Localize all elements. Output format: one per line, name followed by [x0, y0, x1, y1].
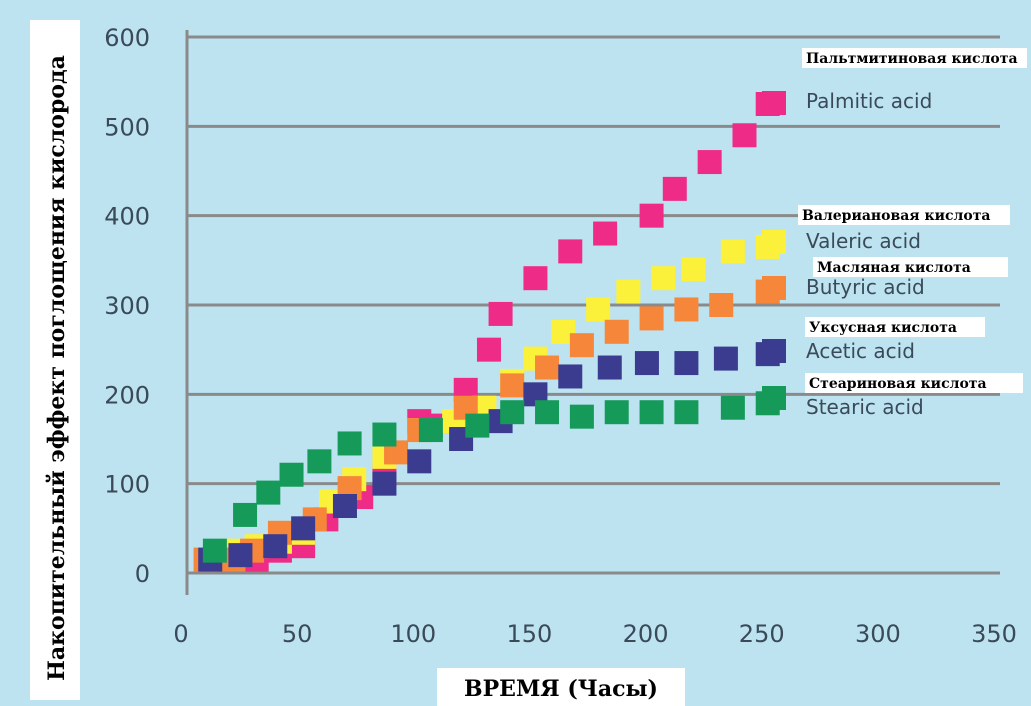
data-point: [558, 364, 583, 389]
legend: Palmitic acid Пальтмитиновая кислота Valer…: [762, 48, 1027, 419]
y-tick-labels: 0 100 200 300 400 500 600: [104, 24, 150, 588]
data-point: [233, 502, 258, 527]
legend-label-ru-background: [813, 257, 1008, 277]
data-point: [593, 221, 618, 246]
data-point: [569, 333, 594, 358]
legend-marker: [762, 386, 786, 410]
data-point: [639, 203, 664, 228]
data-point: [535, 355, 560, 380]
y-tick-label: 0: [135, 560, 150, 588]
legend-label-ru-background: [802, 48, 1027, 68]
data-point: [651, 266, 676, 291]
data-point: [535, 400, 560, 425]
data-point: [500, 400, 525, 425]
data-point: [372, 471, 397, 496]
legend-label-ru: Пальтмитиновая кислота: [806, 51, 1018, 67]
x-axis-title-background: [437, 668, 685, 706]
data-point: [202, 538, 227, 563]
y-axis-title: Накопительный эффект поглощения кислород…: [44, 55, 70, 681]
data-point: [523, 266, 548, 291]
data-point: [569, 404, 594, 429]
x-tick-label: 0: [173, 620, 188, 648]
y-axis-title-background: [30, 20, 80, 700]
data-point: [586, 297, 611, 322]
x-tick-label: 350: [971, 620, 1017, 648]
x-tick-labels: 0 50 100 150 200 250 300 350: [173, 620, 1017, 648]
data-point: [476, 337, 501, 362]
x-tick-label: 250: [739, 620, 785, 648]
data-point: [634, 351, 659, 376]
data-point: [291, 516, 316, 541]
data-point: [604, 319, 629, 344]
data-point: [337, 431, 362, 456]
legend-label-ru: Валериановая кислота: [802, 208, 991, 224]
data-point: [720, 239, 745, 264]
data-point: [697, 150, 722, 175]
grid: [185, 30, 1000, 595]
x-tick-label: 300: [855, 620, 901, 648]
data-point: [256, 480, 281, 505]
x-tick-label: 50: [282, 620, 313, 648]
data-point: [418, 418, 443, 443]
x-tick-label: 200: [623, 620, 669, 648]
legend-marker: [762, 276, 786, 300]
data-point: [407, 449, 432, 474]
legend-label-ru: Масляная кислота: [817, 260, 971, 276]
data-point: [732, 123, 757, 148]
data-point: [713, 346, 738, 371]
legend-label: Acetic acid: [806, 339, 915, 363]
data-point: [662, 176, 687, 201]
data-point: [332, 494, 357, 518]
legend-marker: [762, 230, 786, 254]
data-point: [500, 373, 525, 398]
y-tick-label: 300: [104, 292, 150, 320]
legend-marker: [762, 91, 786, 115]
y-tick-label: 400: [104, 203, 150, 231]
legend-label: Palmitic acid: [806, 89, 932, 113]
x-axis-title: ВРЕМЯ (Часы): [464, 676, 658, 702]
data-point: [709, 293, 734, 317]
x-tick-label: 150: [507, 620, 553, 648]
y-tick-label: 600: [104, 24, 150, 52]
data-point: [720, 395, 745, 420]
data-point: [228, 543, 253, 568]
legend-label: Stearic acid: [806, 395, 924, 419]
data-point: [674, 351, 699, 376]
data-point: [639, 400, 664, 425]
data-point: [465, 413, 490, 438]
data-point: [558, 239, 583, 264]
x-tick-label: 100: [390, 620, 436, 648]
y-tick-label: 100: [104, 471, 150, 499]
data-point: [616, 279, 641, 304]
legend-label-ru-background: [805, 317, 985, 337]
y-tick-label: 200: [104, 381, 150, 409]
y-tick-label: 500: [104, 113, 150, 141]
data-point: [604, 400, 629, 425]
data-points: [193, 92, 780, 572]
data-point: [488, 301, 513, 326]
legend-label-ru: Стеариновая кислота: [809, 376, 987, 392]
legend-marker: [762, 339, 786, 363]
data-point: [674, 297, 699, 322]
legend-label-ru: Уксусная кислота: [809, 320, 957, 336]
legend-label-ru-background: [805, 373, 1023, 393]
data-point: [372, 422, 397, 447]
data-point: [279, 462, 304, 487]
data-point: [263, 534, 288, 559]
data-point: [307, 449, 332, 474]
data-point: [681, 257, 706, 282]
data-point: [639, 306, 664, 331]
legend-label: Valeric acid: [806, 229, 921, 253]
legend-label-ru-background: [798, 205, 1010, 225]
data-point: [597, 355, 622, 380]
legend-label: Butyric acid: [806, 275, 925, 299]
data-point: [674, 400, 699, 425]
